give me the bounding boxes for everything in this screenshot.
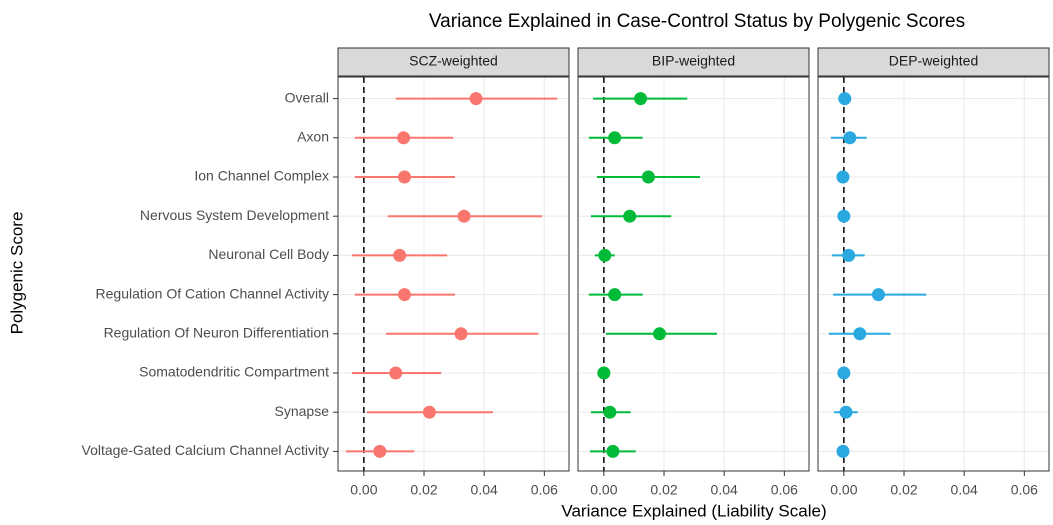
strip-label: SCZ-weighted <box>409 53 498 69</box>
y-tick-label: Somatodendritic Compartment <box>139 364 329 380</box>
panel-border <box>577 76 810 472</box>
x-tick-label: 0.06 <box>771 482 798 498</box>
y-tick-label: Voltage-Gated Calcium Channel Activity <box>82 442 329 458</box>
point <box>634 92 648 106</box>
point <box>454 327 468 341</box>
x-tick-label: 0.04 <box>471 482 498 498</box>
y-tick-label: Nervous System Development <box>140 207 329 223</box>
y-tick-label: Regulation Of Cation Channel Activity <box>96 285 329 301</box>
y-tick-label: Ion Channel Complex <box>194 168 329 184</box>
point <box>389 366 403 380</box>
x-tick-label: 0.00 <box>590 482 617 498</box>
strip-label: BIP-weighted <box>652 53 735 69</box>
point <box>837 366 851 380</box>
point <box>837 209 851 223</box>
x-tick-label: 0.06 <box>1011 482 1038 498</box>
point <box>397 288 411 302</box>
y-tick-label: Regulation Of Neuron Differentiation <box>104 325 329 341</box>
y-tick-label: Overall <box>285 89 329 105</box>
x-tick-label: 0.02 <box>890 482 917 498</box>
point <box>608 288 622 302</box>
point <box>393 248 407 262</box>
y-axis-title: Polygenic Score <box>7 212 26 335</box>
point <box>597 366 611 380</box>
point <box>598 248 612 262</box>
x-tick-label: 0.02 <box>650 482 677 498</box>
point <box>641 170 655 184</box>
x-tick-label: 0.04 <box>951 482 978 498</box>
point <box>397 170 411 184</box>
x-tick-label: 0.02 <box>410 482 437 498</box>
point <box>603 405 617 419</box>
y-tick-label: Synapse <box>275 403 330 419</box>
panel-border <box>337 76 570 472</box>
point <box>836 170 850 184</box>
x-tick-label: 0.06 <box>531 482 558 498</box>
point <box>838 92 852 106</box>
point <box>608 131 622 145</box>
point <box>843 131 857 145</box>
point <box>422 405 436 419</box>
point <box>842 248 856 262</box>
point <box>469 92 483 106</box>
panel-border <box>817 76 1050 472</box>
chart-title: Variance Explained in Case-Control Statu… <box>429 11 965 32</box>
point <box>606 444 620 458</box>
x-axis-title: Variance Explained (Liability Scale) <box>561 501 826 520</box>
point <box>836 444 850 458</box>
point <box>853 327 867 341</box>
strip-label: DEP-weighted <box>889 53 979 69</box>
strip <box>577 47 810 77</box>
strip <box>337 47 570 77</box>
point <box>623 209 637 223</box>
point <box>839 405 853 419</box>
x-tick-label: 0.04 <box>711 482 738 498</box>
point <box>653 327 667 341</box>
y-tick-label: Axon <box>297 129 329 145</box>
x-tick-label: 0.00 <box>830 482 857 498</box>
point <box>373 444 387 458</box>
panel-background <box>338 77 569 471</box>
point <box>457 209 471 223</box>
strip <box>817 47 1050 77</box>
point <box>871 288 885 302</box>
point <box>397 131 411 145</box>
panel-background <box>818 77 1049 471</box>
y-tick-label: Neuronal Cell Body <box>208 246 329 262</box>
x-tick-label: 0.00 <box>350 482 377 498</box>
